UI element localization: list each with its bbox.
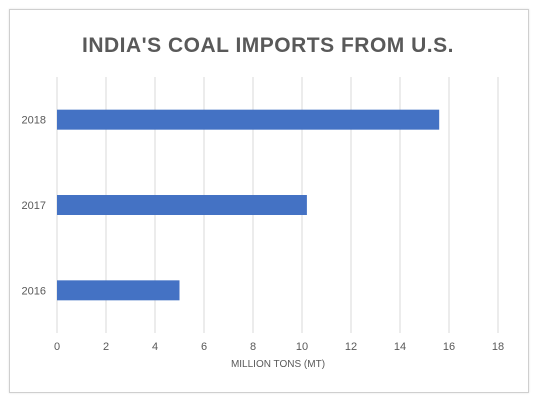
- x-tick-label: 2: [103, 341, 109, 353]
- x-tick-label: 16: [443, 341, 455, 353]
- bars: [57, 109, 440, 301]
- category-labels: 2016 2017 2018: [22, 115, 46, 298]
- x-tick-label: 12: [345, 341, 357, 353]
- x-tick-label: 10: [296, 341, 308, 353]
- x-tick-label: 4: [152, 341, 158, 353]
- bar-2016: [57, 280, 180, 301]
- x-tick-label: 0: [54, 341, 60, 353]
- bar-2017: [57, 195, 307, 215]
- x-axis-title: MILLION TONS (MT): [231, 359, 325, 370]
- value-tick-labels: 0 2 4 6 8 10 12 14 16 18: [54, 341, 504, 353]
- category-label-2016: 2016: [22, 285, 46, 297]
- x-tick-label: 18: [492, 341, 504, 353]
- category-label-2017: 2017: [22, 200, 46, 212]
- bar-2018: [57, 109, 440, 130]
- x-tick-label: 14: [394, 341, 406, 353]
- chart-title: INDIA'S COAL IMPORTS FROM U.S.: [82, 34, 454, 57]
- x-tick-label: 6: [201, 341, 207, 353]
- x-tick-label: 8: [250, 341, 256, 353]
- category-label-2018: 2018: [22, 115, 46, 127]
